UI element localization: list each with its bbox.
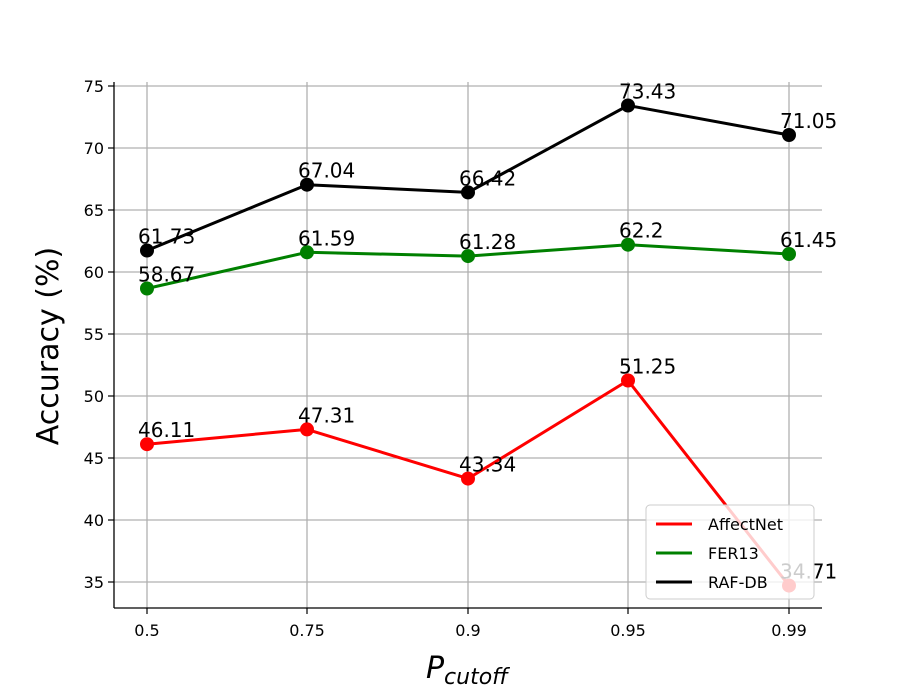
point-raf-db bbox=[782, 128, 796, 142]
data-label-fer13: 62.2 bbox=[619, 219, 664, 243]
data-label-raf-db: 73.43 bbox=[619, 80, 676, 104]
legend-box bbox=[645, 504, 815, 600]
grid bbox=[114, 82, 822, 608]
data-label-fer13: 61.28 bbox=[459, 230, 516, 254]
y-tick-label: 45 bbox=[84, 449, 104, 468]
data-label-affectnet: 46.11 bbox=[138, 418, 195, 442]
data-label-affectnet: 43.34 bbox=[459, 453, 516, 477]
x-tick-label: 0.9 bbox=[455, 621, 480, 640]
y-tick-label: 55 bbox=[84, 325, 104, 344]
data-label-affectnet: 47.31 bbox=[298, 403, 355, 427]
data-label-raf-db: 66.42 bbox=[459, 166, 516, 190]
legend-label-raf-db: RAF-DB bbox=[708, 573, 768, 592]
legend-label-fer13: FER13 bbox=[708, 544, 759, 563]
x-tick-label: 0.5 bbox=[134, 621, 159, 640]
point-fer13 bbox=[782, 247, 796, 261]
point-affectnet bbox=[621, 373, 635, 388]
point-fer13 bbox=[621, 237, 635, 252]
point-raf-db bbox=[461, 185, 475, 200]
data-label-fer13: 61.59 bbox=[298, 226, 355, 250]
point-raf-db bbox=[140, 243, 154, 258]
point-fer13 bbox=[140, 281, 154, 296]
y-tick-label: 65 bbox=[84, 201, 104, 220]
point-fer13 bbox=[461, 249, 475, 264]
point-affectnet bbox=[300, 422, 314, 437]
y-axis-title: Accuracy (%) bbox=[31, 247, 66, 445]
x-axis-title: Pcutoff bbox=[426, 651, 510, 685]
point-fer13 bbox=[300, 245, 314, 260]
x-axis-title-subscript: cutoff bbox=[444, 665, 510, 685]
data-label-raf-db: 61.73 bbox=[138, 225, 195, 249]
y-tick-label: 35 bbox=[84, 573, 104, 592]
x-tick-label: 0.95 bbox=[610, 621, 646, 640]
data-label-raf-db: 67.04 bbox=[298, 159, 355, 183]
point-affectnet bbox=[461, 471, 475, 486]
legend-label-affectnet: AffectNet bbox=[708, 515, 783, 534]
point-raf-db bbox=[621, 98, 635, 113]
y-tick-label: 50 bbox=[84, 387, 104, 406]
legend: AffectNet FER13 RAF-DB bbox=[645, 504, 815, 600]
series-layer bbox=[140, 98, 796, 593]
y-tick-label: 75 bbox=[84, 77, 104, 96]
data-label-fer13: 61.45 bbox=[780, 228, 837, 252]
x-tick-label: 0.75 bbox=[289, 621, 325, 640]
axes: 0.5 0.75 0.9 0.95 0.99 35 40 45 50 55 60 65 70 75 bbox=[84, 77, 822, 640]
x-tick-label: 0.99 bbox=[771, 621, 807, 640]
y-tick-label: 60 bbox=[84, 263, 104, 282]
y-tick-label: 40 bbox=[84, 511, 104, 530]
data-label-affectnet: 51.25 bbox=[619, 355, 676, 379]
data-label-raf-db: 71.05 bbox=[780, 109, 837, 133]
data-label-fer13: 58.67 bbox=[138, 263, 195, 287]
y-tick-label: 70 bbox=[84, 139, 104, 158]
point-raf-db bbox=[300, 177, 314, 192]
point-affectnet bbox=[140, 437, 154, 452]
